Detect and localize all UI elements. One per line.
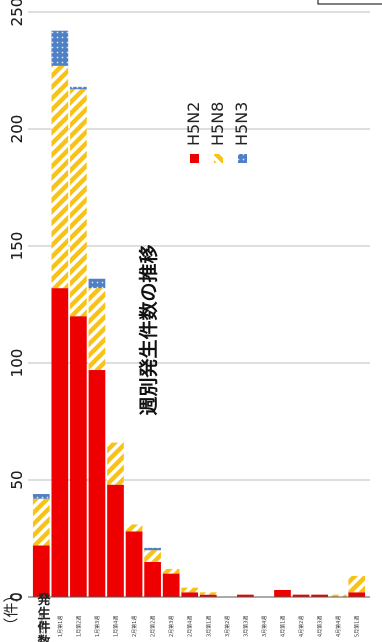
bar-h5n8-17 bbox=[348, 575, 366, 593]
bar-h5n8-0 bbox=[32, 498, 50, 546]
bar-h5n3-2 bbox=[70, 86, 87, 90]
legend-label: H5N2 bbox=[184, 102, 203, 146]
legend-swatch bbox=[238, 154, 247, 163]
tick-label: 50 bbox=[8, 470, 26, 489]
category-label: 1月第2週 bbox=[75, 616, 82, 637]
bar-h5n3-0 bbox=[32, 494, 50, 499]
category-label: 1月第3週 bbox=[94, 616, 101, 637]
category-label: 12月第4週 bbox=[38, 612, 45, 637]
bar-h5n2-5 bbox=[125, 531, 143, 597]
category-label: 3月第3週 bbox=[242, 616, 249, 637]
bar-h5n8-7 bbox=[162, 568, 180, 574]
bar-h5n3-3 bbox=[88, 278, 106, 289]
bar-h5n2-13 bbox=[274, 589, 291, 597]
tick-label: 250 bbox=[8, 0, 26, 26]
bars bbox=[32, 30, 366, 597]
category-label: 3月第1週 bbox=[205, 616, 212, 637]
bar-h5n2-2 bbox=[70, 316, 87, 597]
tick-label: 150 bbox=[8, 232, 26, 261]
tick-label: 0 bbox=[7, 592, 25, 602]
tick-label: 150 bbox=[8, 232, 26, 261]
category-label: 2月第2週 bbox=[150, 616, 157, 637]
category-label: 2月第1週 bbox=[131, 616, 138, 637]
legend-label: H5N8 bbox=[208, 102, 227, 146]
bar-h5n2-15 bbox=[311, 594, 328, 597]
bar-h5n2-9 bbox=[199, 594, 217, 597]
y-axis-label-char: 発 bbox=[36, 592, 51, 608]
bar-h5n2-0 bbox=[32, 545, 50, 597]
bar-h5n2-6 bbox=[144, 561, 161, 597]
unit-label: （件） bbox=[2, 587, 20, 632]
tick-label: 250 bbox=[8, 0, 26, 26]
bar-h5n2-1 bbox=[51, 288, 69, 597]
frame-corner bbox=[317, 0, 382, 5]
tick-label: 50 bbox=[8, 470, 26, 489]
tick-label: 100 bbox=[8, 349, 26, 378]
bar-h5n8-9 bbox=[199, 592, 217, 595]
category-label: 1月第4週 bbox=[113, 616, 120, 637]
bar-h5n8-2 bbox=[70, 89, 87, 317]
category-label: 4月第4週 bbox=[335, 616, 342, 637]
y-axis-label-char: 数 bbox=[37, 634, 51, 642]
bar-h5n2-4 bbox=[107, 484, 124, 597]
tick-label: 200 bbox=[8, 115, 26, 144]
tick-label: 100 bbox=[8, 349, 26, 378]
bar-h5n8-3 bbox=[88, 288, 106, 371]
category-label: 1月第1週 bbox=[57, 616, 64, 637]
bar-h5n2-8 bbox=[181, 592, 199, 597]
legend-item-h5n3: H5N3 bbox=[232, 102, 251, 163]
y-axis-label: 発生件数 bbox=[36, 592, 51, 642]
bar-h5n8-8 bbox=[181, 587, 199, 593]
bar-h5n2-11 bbox=[237, 594, 254, 597]
category-label: 2月第4週 bbox=[187, 616, 194, 637]
category-label: 4月第2週 bbox=[298, 616, 305, 637]
bar-h5n8-1 bbox=[51, 65, 69, 289]
category-labels: 12月第4週 1月第1週 1月第2週 1月第3週 1月第4週 2月第1週 2月第2週 2月第3… bbox=[38, 612, 360, 637]
legend-swatch bbox=[214, 154, 223, 163]
category-label: 4月第1週 bbox=[280, 616, 287, 637]
legend-item-h5n2: H5N2 bbox=[184, 102, 203, 163]
bar-h5n8-16 bbox=[329, 594, 347, 597]
legend-label: H5N3 bbox=[232, 102, 251, 146]
bar-h5n2-3 bbox=[88, 370, 106, 597]
bar-h5n3-1 bbox=[51, 30, 69, 66]
legend: H5N2 H5N8 H5N3 bbox=[184, 102, 251, 163]
y-axis-label-char: 件 bbox=[37, 620, 50, 636]
bar-h5n2-14 bbox=[292, 594, 310, 597]
tick-label: 0 bbox=[8, 592, 26, 602]
y-axis-label-char: 生 bbox=[37, 606, 50, 622]
bar-h5n2-17 bbox=[348, 592, 366, 597]
legend-item-h5n8: H5N8 bbox=[208, 102, 227, 163]
bar-h5n8-6 bbox=[144, 550, 161, 562]
category-label: 4月第3週 bbox=[317, 616, 324, 637]
bar-h5n8-4 bbox=[107, 442, 124, 485]
chart-title: 週別発生件数の推移 bbox=[137, 244, 160, 415]
bar-h5n2-7 bbox=[162, 573, 180, 597]
legend-swatch bbox=[190, 154, 199, 163]
bar-h5n3-6 bbox=[144, 547, 161, 551]
category-label: 3月第2週 bbox=[224, 616, 231, 637]
category-label: 2月第3週 bbox=[168, 616, 175, 637]
tick-label: 200 bbox=[8, 115, 26, 144]
bar-h5n8-5 bbox=[125, 524, 143, 532]
category-label: 5月第1週 bbox=[354, 616, 361, 637]
category-label: 3月第4週 bbox=[261, 616, 268, 637]
